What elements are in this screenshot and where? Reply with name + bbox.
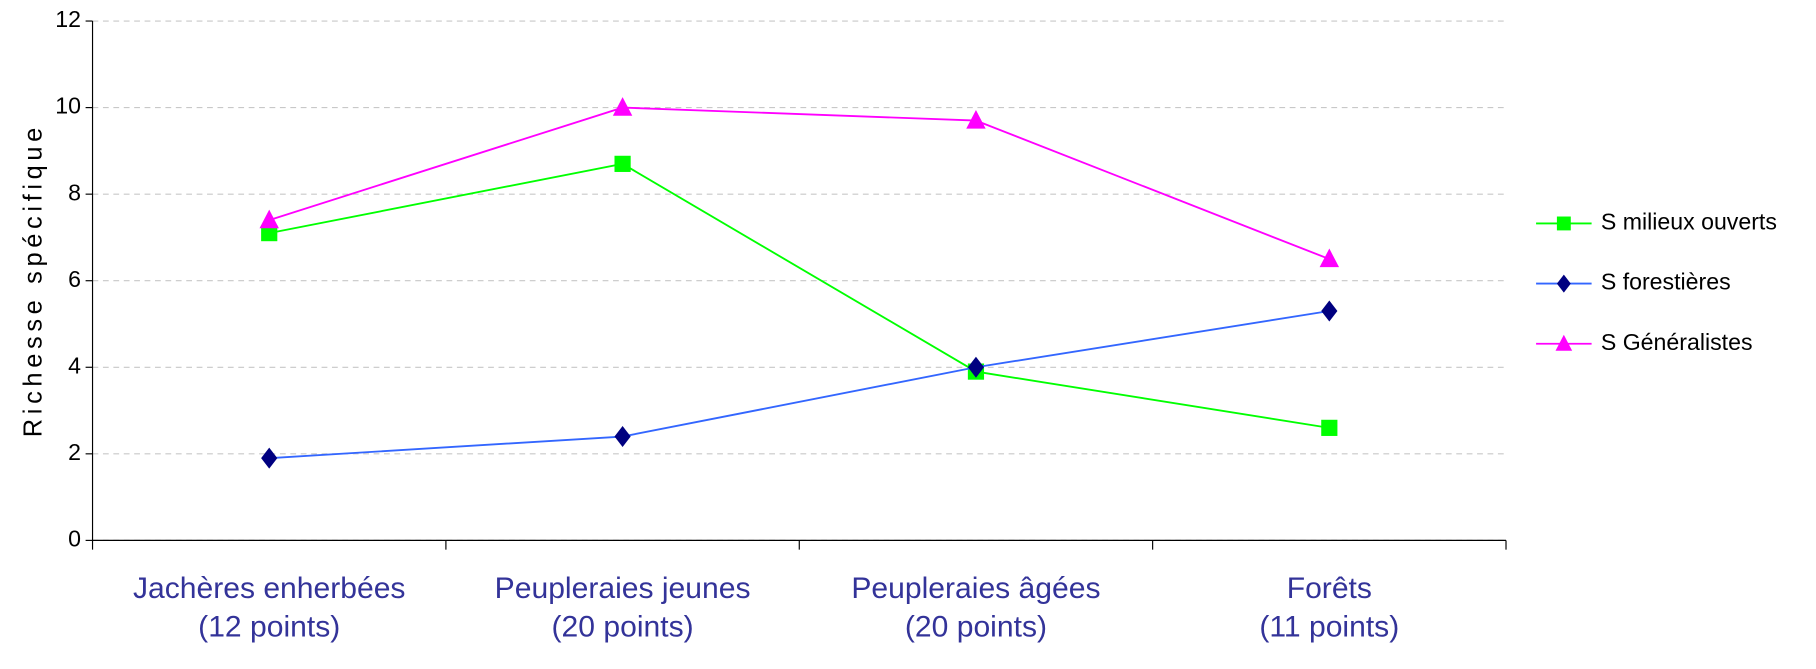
marker	[1556, 274, 1571, 293]
legend-label: S forestières	[1601, 269, 1731, 295]
y-tick-label: 6	[68, 266, 81, 292]
x-tick-label-box: Jachères enherbées (12 points)	[132, 570, 406, 644]
y-tick-label: 2	[68, 439, 81, 465]
marker	[1556, 216, 1571, 231]
marker	[259, 209, 279, 229]
y-tick-label: 0	[68, 525, 81, 551]
y-axis-label: Richesse spécifique	[19, 123, 47, 437]
legend-label: S milieux ouverts	[1601, 209, 1777, 235]
x-tick-label: Peupleraies jeunes (20 points)	[494, 570, 751, 644]
x-tick-label: Peupleraies âgées (20 points)	[851, 570, 1101, 644]
marker	[1319, 248, 1340, 268]
y-tick-label: 12	[55, 6, 81, 32]
y-tick-label: 4	[68, 352, 81, 378]
x-tick-label-box: Peupleraies jeunes (20 points)	[494, 570, 751, 644]
marker	[261, 447, 278, 469]
series-line	[268, 106, 1330, 260]
x-tick-label: Forêts (11 points)	[1259, 570, 1400, 644]
series-line	[269, 310, 1330, 460]
marker	[614, 155, 631, 172]
marker	[1321, 300, 1338, 322]
legend-label: S Généralistes	[1601, 329, 1753, 355]
y-tick-label: 8	[68, 179, 81, 205]
marker	[966, 110, 986, 129]
y-tick-label: 10	[55, 93, 81, 119]
x-tick-label-box: Peupleraies âgées (20 points)	[851, 570, 1101, 644]
marker	[612, 97, 633, 116]
series-line	[269, 162, 1330, 429]
marker	[1321, 419, 1338, 436]
marker	[614, 425, 631, 448]
marker	[261, 225, 278, 242]
x-tick-label-box: Forêts (11 points)	[1259, 570, 1400, 644]
marker	[1555, 334, 1573, 351]
x-tick-label: Jachères enherbées (12 points)	[132, 570, 406, 644]
